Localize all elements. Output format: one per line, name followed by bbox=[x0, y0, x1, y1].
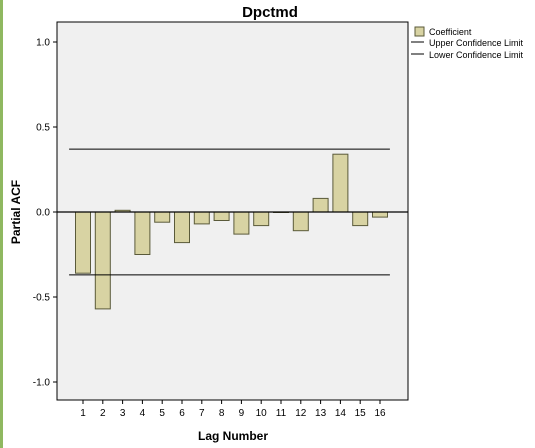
x-tick-label: 6 bbox=[179, 408, 185, 419]
x-tick-label: 14 bbox=[335, 408, 347, 419]
x-tick-label: 3 bbox=[120, 408, 126, 419]
legend-coefficient-label: Coefficient bbox=[429, 27, 472, 37]
x-tick-label: 11 bbox=[276, 408, 287, 419]
x-tick-label: 7 bbox=[199, 408, 205, 419]
legend-coefficient-swatch bbox=[414, 26, 425, 37]
y-axis-label: Partial ACF bbox=[9, 180, 23, 244]
y-tick-label: 1.0 bbox=[36, 38, 50, 49]
legend-lower-label: Lower Confidence Limit bbox=[429, 50, 524, 60]
x-axis: 1 2 3 4 5 6 7 8 9 10 11 12 13 14 15 16 bbox=[80, 400, 386, 419]
bar-series bbox=[75, 153, 388, 310]
bar-lag-8 bbox=[213, 211, 230, 221]
y-tick-label: -0.5 bbox=[33, 293, 51, 304]
x-tick-label: 13 bbox=[315, 408, 327, 419]
x-tick-label: 12 bbox=[295, 408, 307, 419]
x-tick-label: 10 bbox=[256, 408, 268, 419]
window-edge-stripe bbox=[0, 0, 3, 448]
y-tick-label: -1.0 bbox=[33, 378, 51, 389]
x-tick-label: 2 bbox=[100, 408, 106, 419]
confidence-limits bbox=[69, 148, 390, 276]
bar-lag-14 bbox=[332, 153, 349, 213]
bar-lag-5 bbox=[154, 211, 171, 223]
x-tick-label: 15 bbox=[355, 408, 367, 419]
x-tick-label: 4 bbox=[140, 408, 146, 419]
y-tick-label: 0.5 bbox=[36, 123, 50, 134]
bar-lag-2 bbox=[94, 211, 111, 310]
y-axis: 1.0 0.5 0.0 -0.5 -1.0 bbox=[33, 38, 57, 389]
bar-lag-1 bbox=[75, 211, 91, 274]
x-tick-label: 16 bbox=[374, 408, 386, 419]
bar-lag-7 bbox=[193, 211, 210, 225]
bar-lag-13 bbox=[312, 197, 329, 213]
plot-area bbox=[56, 21, 409, 401]
y-tick-label: 0.0 bbox=[36, 208, 50, 219]
bar-lag-15 bbox=[352, 211, 369, 227]
chart-title: Dpctmd bbox=[242, 4, 298, 21]
bar-lag-12 bbox=[292, 211, 309, 232]
x-axis-label: Lag Number bbox=[198, 429, 268, 443]
x-tick-label: 1 bbox=[80, 408, 86, 419]
bar-lag-16 bbox=[372, 211, 388, 218]
bar-lag-4 bbox=[134, 211, 151, 255]
bar-lag-9 bbox=[233, 211, 250, 235]
bar-lag-10 bbox=[253, 211, 270, 227]
legend: Coefficient Upper Confidence Limit Lower… bbox=[411, 26, 524, 60]
x-tick-label: 9 bbox=[239, 408, 245, 419]
x-tick-label: 8 bbox=[219, 408, 225, 419]
x-tick-label: 5 bbox=[159, 408, 165, 419]
legend-upper-label: Upper Confidence Limit bbox=[429, 38, 524, 48]
bar-lag-6 bbox=[174, 211, 190, 244]
